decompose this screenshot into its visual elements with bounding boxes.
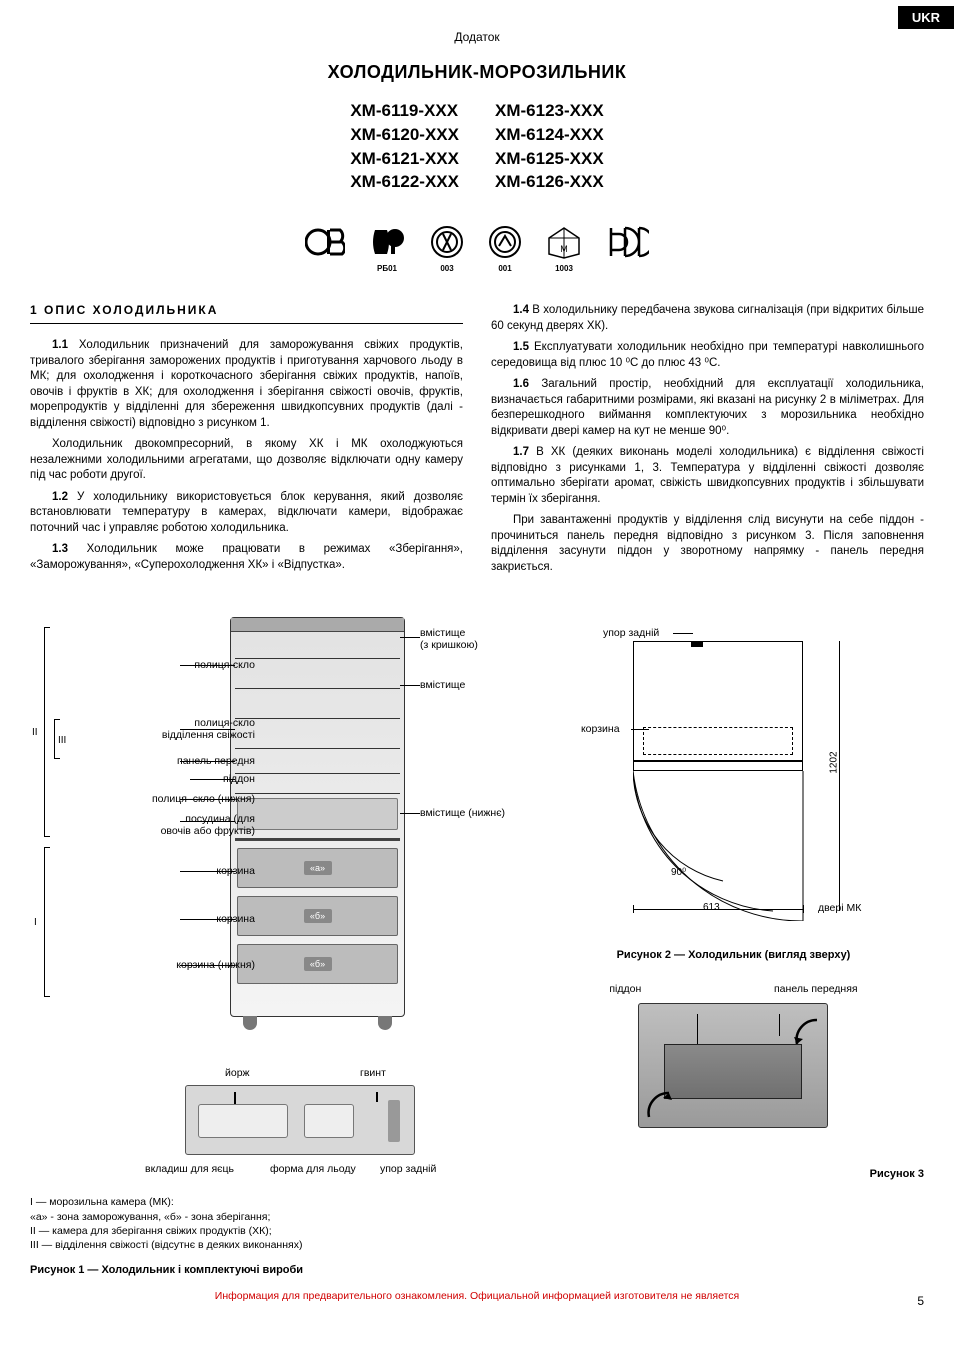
- figures-area: II III I «а» «б» «б»: [30, 617, 924, 1276]
- cert-mark-icon: 001: [487, 224, 523, 273]
- main-title: ХОЛОДИЛЬНИК-МОРОЗИЛЬНИК: [30, 62, 924, 83]
- figure-legend: I — морозильна камера (МК): «а» - зона з…: [30, 1195, 515, 1252]
- cert-sub: 003: [429, 264, 465, 273]
- dim-label: 613: [703, 902, 720, 913]
- figure-caption: Рисунок 3: [543, 1168, 924, 1180]
- paragraph: 1.3 Холодильник може працювати в режимах…: [30, 542, 463, 573]
- model-number: ХМ-6125-ХХХ: [495, 147, 604, 171]
- roman-numeral: I: [34, 917, 37, 928]
- roman-numeral: III: [58, 735, 66, 746]
- cert-mark-icon: [605, 224, 649, 264]
- cert-mark-icon: [305, 224, 345, 264]
- callout-label: піддон: [609, 983, 641, 995]
- acc-label: гвинт: [360, 1067, 386, 1079]
- paragraph: 1.6 Загальний простір, необхідний для ек…: [491, 377, 924, 439]
- model-number: ХМ-6121-ХХХ: [350, 147, 459, 171]
- language-tab: UKR: [898, 6, 954, 29]
- callout-label: вмістище (з кришкою): [420, 627, 478, 651]
- paragraph: 1.4 В холодильнику передбачена звукова с…: [491, 303, 924, 334]
- accessories-diagram: йорж гвинт вкладиш для яєць форма для ль…: [30, 1067, 515, 1177]
- callout-label: упор задній: [603, 627, 659, 639]
- models-col-left: ХМ-6119-ХХХ ХМ-6120-ХХХ ХМ-6121-ХХХ ХМ-6…: [350, 99, 459, 194]
- appendix-label: Додаток: [30, 30, 924, 44]
- figure-3: піддон панель передняя Рисунок 3: [543, 983, 924, 1180]
- divider: [30, 323, 463, 324]
- fridge-body: «а» «б» «б»: [230, 617, 405, 1017]
- callout-label: корзина: [581, 723, 620, 735]
- legend-line: II — камера для зберігання свіжих продук…: [30, 1224, 515, 1238]
- figure-2-3-column: упор задній корзина 90⁰ 613 двері МК 120…: [543, 617, 924, 1276]
- model-number: ХМ-6120-ХХХ: [350, 123, 459, 147]
- cert-sub: РБ01: [367, 264, 407, 273]
- column-left: 1 ОПИС ХОЛОДИЛЬНИКА 1.1 Холодильник приз…: [30, 303, 463, 581]
- paragraph: 1.7 В ХК (деяких виконань моделі холодил…: [491, 445, 924, 507]
- cert-sub: 1003: [545, 264, 583, 273]
- paragraph: 1.2 У холодильнику використовується блок…: [30, 490, 463, 537]
- svg-text:M: M: [560, 244, 568, 254]
- zone-label: «а»: [304, 861, 332, 875]
- certification-marks: РБ01 003 001 M 1003: [30, 224, 924, 273]
- page-number: 5: [917, 1294, 924, 1308]
- model-number: ХМ-6119-ХХХ: [350, 99, 459, 123]
- callout-label: панель передняя: [774, 983, 858, 995]
- zone-label: «б»: [304, 909, 332, 923]
- acc-label: йорж: [225, 1067, 250, 1079]
- cert-mark-icon: РБ01: [367, 224, 407, 273]
- paragraph: При завантаженні продуктів у відділення …: [491, 513, 924, 575]
- fig3-image: [638, 1003, 828, 1128]
- model-number: ХМ-6122-ХХХ: [350, 170, 459, 194]
- callout-label: вмістище: [420, 679, 465, 691]
- legend-line: I — морозильна камера (МК):: [30, 1195, 515, 1209]
- callout-label: вмістище (нижнє): [420, 807, 505, 819]
- model-number: ХМ-6126-ХХХ: [495, 170, 604, 194]
- cert-mark-icon: M 1003: [545, 224, 583, 273]
- models-col-right: ХМ-6123-ХХХ ХМ-6124-ХХХ ХМ-6125-ХХХ ХМ-6…: [495, 99, 604, 194]
- paragraph: 1.1 Холодильник призначений для заморожу…: [30, 338, 463, 431]
- model-number: ХМ-6123-ХХХ: [495, 99, 604, 123]
- text-columns: 1 ОПИС ХОЛОДИЛЬНИКА 1.1 Холодильник приз…: [30, 303, 924, 581]
- cert-mark-icon: 003: [429, 224, 465, 273]
- figure-caption: Рисунок 2 — Холодильник (вигляд зверху): [543, 949, 924, 961]
- roman-numeral: II: [32, 727, 38, 738]
- column-right: 1.4 В холодильнику передбачена звукова с…: [491, 303, 924, 581]
- cert-sub: 001: [487, 264, 523, 273]
- bracket: [44, 627, 50, 837]
- model-list: ХМ-6119-ХХХ ХМ-6120-ХХХ ХМ-6121-ХХХ ХМ-6…: [30, 99, 924, 194]
- paragraph: Холодильник двокомпресорний, в якому ХК …: [30, 437, 463, 484]
- legend-line: «а» - зона заморожування, «б» - зона збе…: [30, 1210, 515, 1224]
- legend-line: III — відділення свіжості (відсутнє в де…: [30, 1238, 515, 1252]
- figure-2: упор задній корзина 90⁰ 613 двері МК 120…: [543, 627, 924, 937]
- acc-label: упор задній: [380, 1163, 436, 1175]
- zone-label: «б»: [304, 957, 332, 971]
- acc-label: вкладиш для яєць: [145, 1163, 234, 1175]
- model-number: ХМ-6124-ХХХ: [495, 123, 604, 147]
- callout-label: посудина (для овочів або фруктів): [161, 813, 255, 837]
- figure-caption: Рисунок 1 — Холодильник і комплектуючі в…: [30, 1264, 515, 1276]
- section-heading: 1 ОПИС ХОЛОДИЛЬНИКА: [30, 303, 463, 317]
- acc-label: форма для льоду: [270, 1163, 356, 1175]
- fridge-diagram: II III I «а» «б» «б»: [30, 617, 515, 1047]
- footer-disclaimer: Информация для предварительного ознакомл…: [30, 1290, 924, 1302]
- dim-label: 1202: [829, 752, 840, 774]
- dim-label: 90⁰: [671, 867, 686, 878]
- paragraph: 1.5 Експлуатувати холодильник необхідно …: [491, 340, 924, 371]
- bracket: [44, 847, 50, 997]
- figure-1: II III I «а» «б» «б»: [30, 617, 515, 1276]
